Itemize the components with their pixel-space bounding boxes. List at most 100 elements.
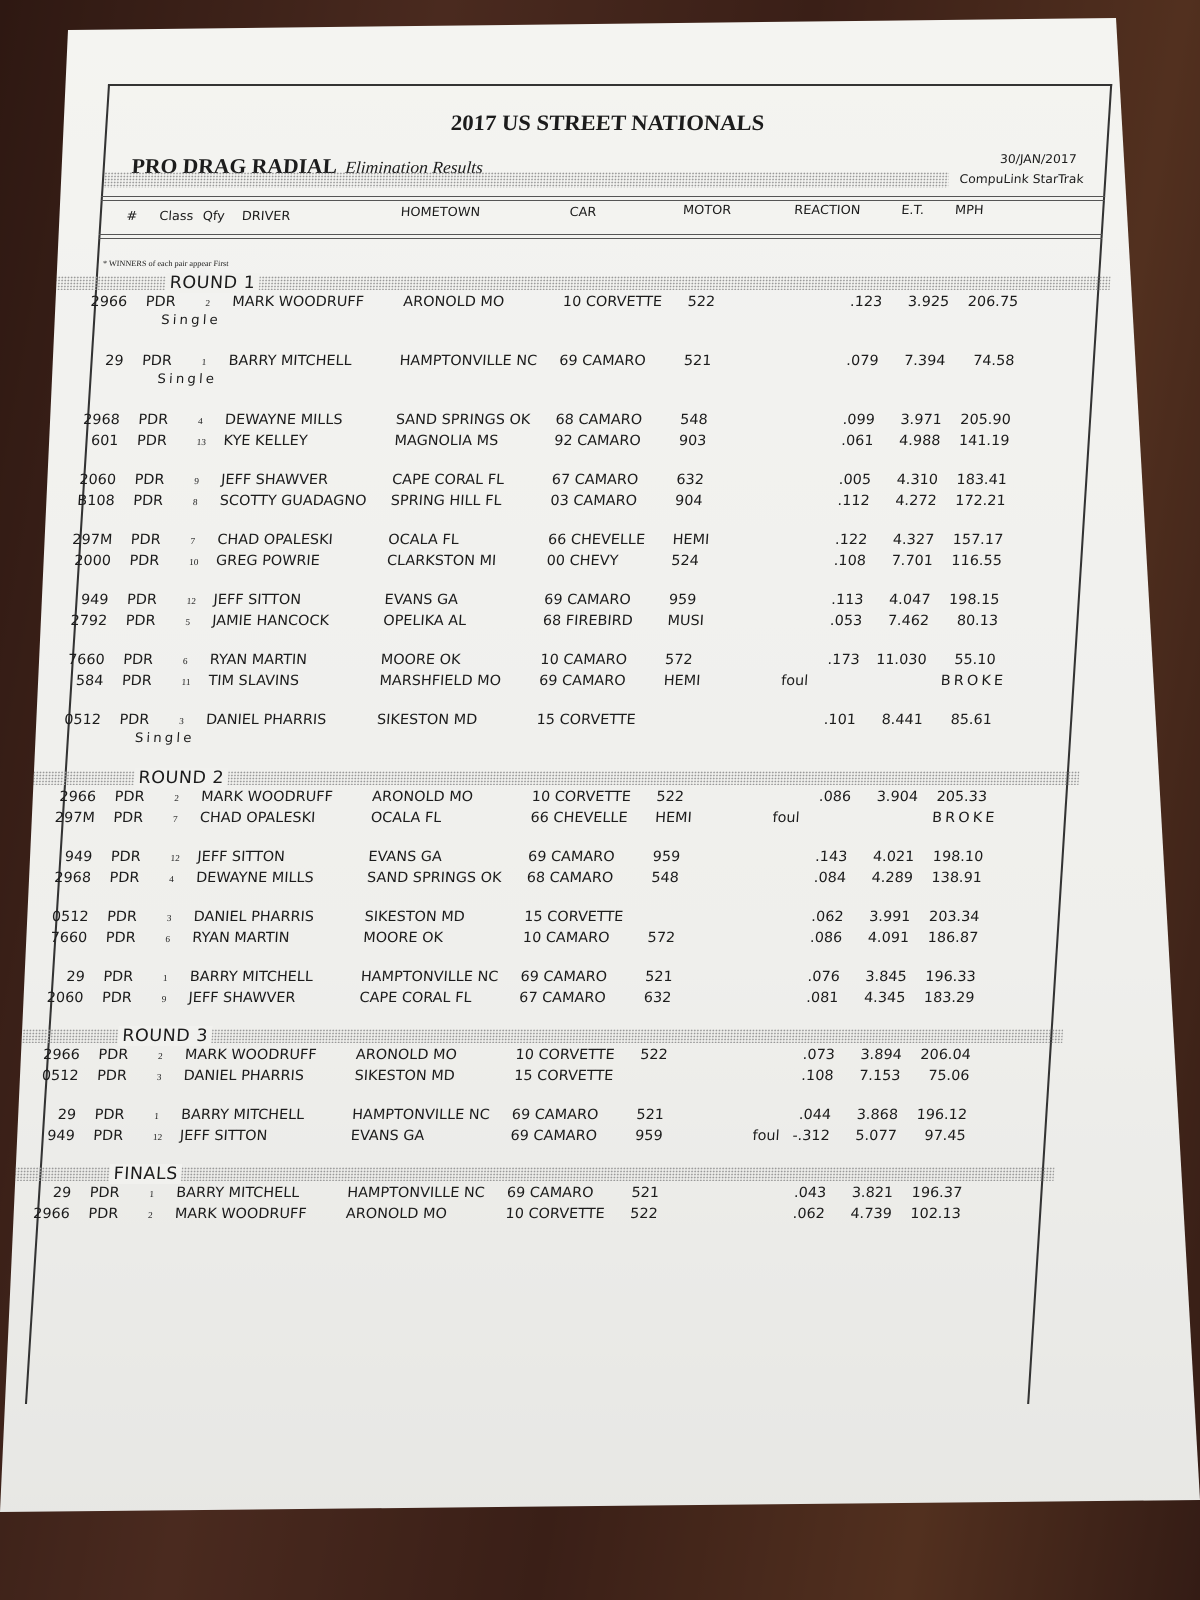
car: 15 CORVETTE (523, 909, 624, 925)
qualifying-position: 2 (205, 298, 211, 308)
col-class: Class (158, 208, 194, 223)
qualifying-position: 2 (174, 793, 180, 803)
car-number: 2060 (46, 990, 84, 1006)
car: 69 CAMARO (509, 1128, 598, 1144)
car: 15 CORVETTE (513, 1068, 614, 1084)
table-row: 2000 PDR 10 GREG POWRIE CLARKSTON MI 00 CHEVY… (74, 551, 1083, 572)
hometown: MAGNOLIA MS (394, 433, 499, 449)
speed-mph: 138.91 (930, 870, 983, 886)
reaction-time: .086 (809, 930, 843, 946)
motor: 903 (678, 433, 707, 449)
elapsed-time: 4.739 (850, 1206, 893, 1222)
reaction-time: .005 (838, 472, 872, 488)
foul-flag: foul (780, 673, 809, 689)
table-row: 601 PDR 13 KYE KELLEY MAGNOLIA MS 92 CAMARO 90… (85, 431, 1091, 452)
hometown: OCALA FL (370, 810, 442, 826)
round-label: FINALS (108, 1164, 183, 1184)
pairing: 2966 PDR 2 MARK WOODRUFF ARONOLD MO 10 CORVET… (54, 787, 1068, 829)
elapsed-time: 3.821 (851, 1185, 894, 1201)
table-row: 0512 PDR 3 DANIEL PHARRIS SIKESTON MD 15 CORV… (64, 710, 1073, 731)
qualifying-position: 9 (161, 994, 167, 1004)
class: PDR (136, 433, 168, 449)
speed-mph: 196.12 (916, 1107, 968, 1123)
driver-name: JAMIE HANCOCK (211, 613, 330, 629)
round-label: ROUND 2 (133, 768, 229, 788)
reaction-time: .143 (814, 849, 848, 865)
reaction-time: .062 (792, 1206, 826, 1222)
hometown: OPELIKA AL (382, 613, 467, 629)
car: 10 CORVETTE (505, 1206, 606, 1222)
car: 69 CAMARO (543, 592, 632, 608)
round-header: FINALS (0, 1164, 1055, 1184)
divider (98, 234, 1103, 239)
round-header: ROUND 1 (53, 273, 1111, 293)
qualifying-position: 3 (156, 1072, 162, 1082)
car: 68 FIREBIRD (542, 613, 634, 629)
class: PDR (134, 472, 165, 488)
qualifying-position: 5 (185, 617, 191, 627)
reaction-time: .112 (837, 493, 871, 509)
class: PDR (114, 789, 145, 805)
class: PDR (110, 849, 142, 865)
elapsed-time: 4.021 (872, 849, 915, 865)
elapsed-time: 3.991 (868, 909, 911, 925)
class: PDR (141, 353, 173, 369)
hometown: HAMPTONVILLE NC (351, 1107, 491, 1123)
round-header: ROUND 3 (6, 1026, 1064, 1046)
hometown: OCALA FL (387, 532, 460, 548)
class: PDR (96, 1068, 128, 1084)
class: PDR (122, 652, 154, 668)
hometown: ARONOLD MO (402, 294, 505, 310)
class: PDR (89, 1185, 121, 1201)
hometown: CAPE CORAL FL (391, 472, 505, 488)
reaction-time: .079 (845, 353, 880, 369)
elapsed-time: 3.894 (860, 1047, 903, 1063)
reaction-time: .081 (805, 990, 839, 1006)
motor: 521 (631, 1185, 660, 1201)
elapsed-time: 3.904 (876, 789, 919, 805)
speed-mph: 97.45 (923, 1128, 967, 1144)
qualifying-position: 12 (152, 1132, 163, 1142)
driver-name: DEWAYNE MILLS (224, 412, 344, 428)
qualifying-position: 10 (188, 557, 199, 567)
car: 92 CAMARO (553, 433, 642, 449)
elapsed-time: 8.441 (881, 712, 924, 728)
driver-name: SCOTTY GUADAGNO (219, 493, 367, 509)
car: 03 CAMARO (549, 493, 638, 509)
col-mph: MPH (954, 202, 985, 217)
table-row: 0512 PDR 3 DANIEL PHARRIS SIKESTON MD 15 CORV… (51, 907, 1061, 928)
event-title: 2017 US STREET NATIONALS (450, 110, 766, 135)
motor: 548 (679, 412, 709, 428)
qualifying-position: 3 (178, 716, 185, 726)
motor: 959 (652, 849, 681, 865)
class: PDR (132, 493, 164, 509)
hometown: SIKESTON MD (376, 712, 478, 728)
speed-mph: 205.90 (959, 412, 1012, 428)
hometown: ARONOLD MO (345, 1206, 448, 1222)
speed-mph: 205.33 (936, 789, 988, 805)
qualifying-position: 6 (165, 934, 171, 944)
elapsed-time: 5.077 (854, 1128, 898, 1144)
driver-name: JEFF SITTON (179, 1128, 268, 1144)
driver-name: JEFF SHAWVER (220, 472, 329, 488)
table-row: 2060 PDR 9 JEFF SHAWVER CAPE CORAL FL 67 CAMA… (46, 988, 1056, 1009)
sheet-content: 2017 US STREET NATIONALS PRO DRAG RADIAL… (0, 84, 1113, 1404)
car: 68 CAMARO (555, 412, 643, 428)
hometown: EVANS GA (350, 1128, 425, 1144)
car-number: 0512 (63, 712, 102, 728)
driver-name: BARRY MITCHELL (180, 1107, 305, 1123)
driver-name: BARRY MITCHELL (189, 969, 314, 985)
elapsed-time: 3.845 (864, 969, 908, 985)
class: PDR (130, 532, 162, 548)
car-number: 29 (65, 969, 86, 985)
driver-name: DANIEL PHARRIS (205, 712, 327, 728)
car-number: 0512 (51, 909, 90, 925)
motor: 522 (687, 294, 716, 310)
car-number: 949 (46, 1128, 76, 1144)
elapsed-time: 11.030 (875, 652, 928, 668)
col-hometown: HOMETOWN (400, 204, 481, 219)
qualifying-position: 13 (196, 437, 207, 447)
broke-flag: BROKE (940, 673, 1007, 689)
col-num: # (126, 208, 138, 223)
